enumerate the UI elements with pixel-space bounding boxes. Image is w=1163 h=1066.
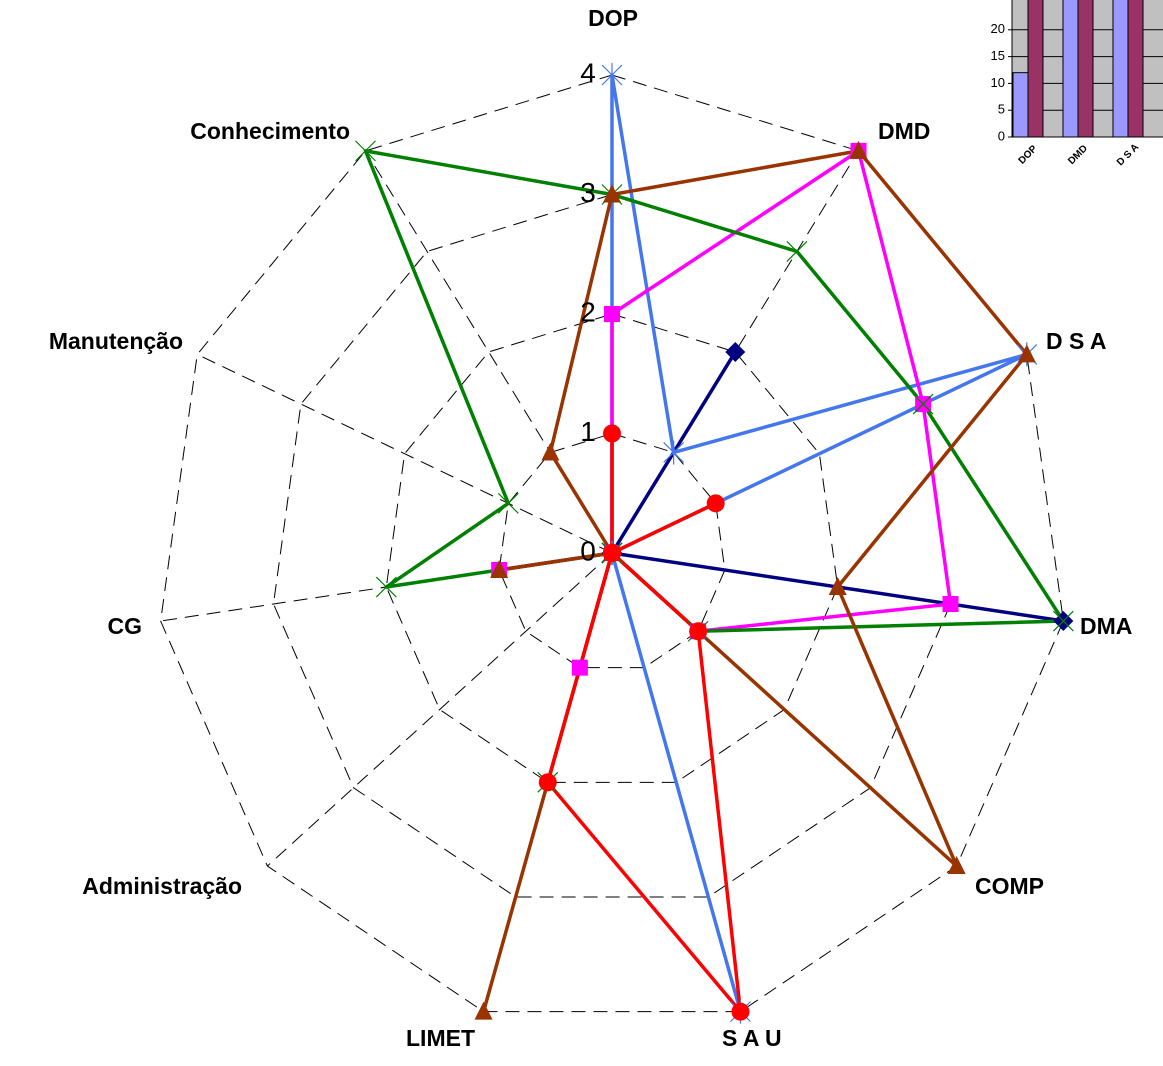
- category-label: DMD: [878, 118, 930, 144]
- category-label: DMA: [1080, 613, 1132, 639]
- category-label: Manutenção: [49, 328, 183, 354]
- marker: [474, 1001, 493, 1020]
- marker: [942, 596, 959, 613]
- marker: [541, 442, 560, 461]
- marker: [601, 63, 623, 87]
- category-label: S A U: [722, 1025, 782, 1051]
- marker: [603, 544, 621, 562]
- marker: [689, 622, 708, 641]
- marker: [828, 577, 847, 596]
- marker: [604, 306, 620, 322]
- bar: [1027, 0, 1044, 137]
- category-label: Conhecimento: [190, 118, 350, 144]
- spoke: [196, 353, 613, 554]
- radial-tick-label: 0: [580, 535, 596, 566]
- marker: [1017, 344, 1036, 363]
- bar: [1077, 0, 1094, 137]
- y-tick-label: 5: [998, 102, 1005, 117]
- marker: [497, 492, 519, 514]
- inset-bar-chart: 0 5 10 15 20 DOP DMD D S A: [991, 0, 1163, 168]
- marker: [731, 1002, 750, 1021]
- category-label: Administração: [82, 873, 242, 899]
- marker: [538, 773, 557, 792]
- grid-ring: [498, 432, 726, 669]
- y-tick-label: 0: [998, 128, 1005, 143]
- x-tick-label: D S A: [1115, 142, 1141, 168]
- marker: [603, 184, 621, 203]
- radial-tick-label: 3: [580, 177, 596, 208]
- marker: [603, 424, 621, 443]
- y-tick-label: 10: [991, 75, 1005, 90]
- marker: [706, 494, 725, 513]
- radar-chart: DOP DMD D S A DMA COMP S A U LIMET Administraçã…: [49, 5, 1133, 1051]
- marker: [947, 856, 966, 875]
- series-line: [546, 431, 743, 1014]
- marker: [725, 341, 746, 362]
- marker: [849, 140, 868, 159]
- marker: [786, 240, 808, 262]
- bar: [1112, 0, 1129, 137]
- series-line: [481, 149, 1029, 1014]
- marker: [663, 440, 685, 465]
- bar: [1062, 0, 1079, 137]
- category-label: DOP: [588, 5, 638, 31]
- x-tick-label: DOP: [1017, 143, 1040, 166]
- category-label: LIMET: [406, 1025, 475, 1051]
- marker: [375, 576, 397, 598]
- marker: [1052, 610, 1074, 632]
- marker: [912, 393, 934, 415]
- x-tick-label: DMD: [1066, 143, 1090, 167]
- radial-tick-label: 4: [580, 57, 596, 88]
- bar: [1127, 0, 1144, 137]
- marker: [571, 659, 588, 676]
- category-label: COMP: [975, 873, 1044, 899]
- y-tick-label: 20: [991, 21, 1005, 36]
- bar: [1012, 72, 1029, 137]
- category-label: D S A: [1046, 328, 1107, 354]
- spoke: [267, 552, 613, 867]
- radial-tick-label: 1: [580, 416, 596, 447]
- marker: [490, 560, 509, 579]
- marker: [355, 140, 376, 162]
- bars: [1012, 0, 1144, 137]
- y-tick-label: 15: [991, 48, 1005, 63]
- radial-tick-label: 2: [580, 296, 596, 327]
- category-label: CG: [108, 613, 143, 639]
